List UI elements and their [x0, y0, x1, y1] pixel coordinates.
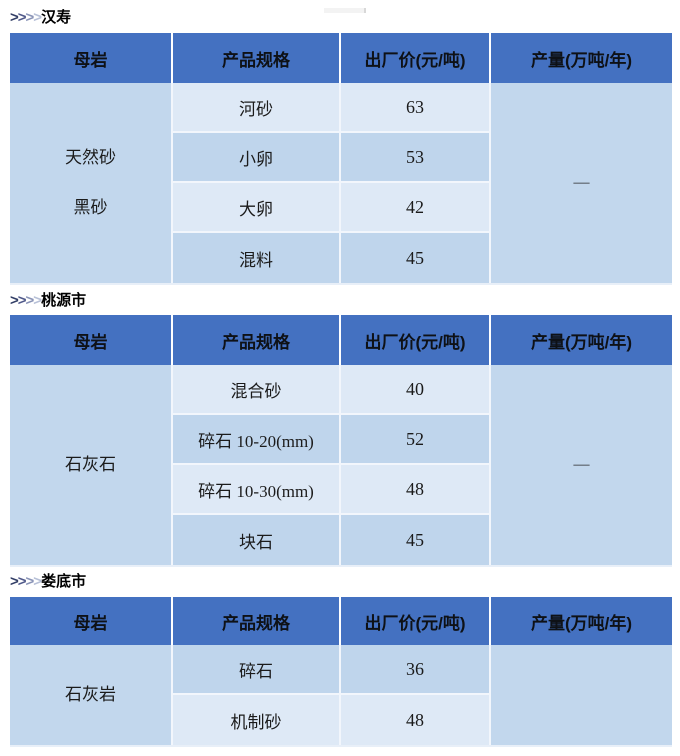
table-row: 石灰石 混合砂 40 —: [10, 365, 672, 565]
document-page: { "palette": { "css_vars": { "header-bg"…: [0, 8, 680, 756]
price-cell: 48: [341, 695, 491, 745]
col-header-rock: 母岩: [10, 33, 173, 83]
spec-cell: 机制砂: [173, 695, 341, 745]
rock-cell: 天然砂 黑砂: [10, 83, 173, 283]
section-taoyuan: >>>>桃源市 母岩 产品规格 出厂价(元/吨) 产量(万吨/年) 石灰石 混合…: [10, 291, 672, 567]
table-row: 大卵 42: [10, 183, 672, 233]
section-loudi: >>>>娄底市 母岩 产品规格 出厂价(元/吨) 产量(万吨/年) 石灰岩 碎石: [10, 572, 672, 747]
col-header-output: 产量(万吨/年): [491, 315, 672, 365]
rock-line: 黑砂: [73, 198, 108, 217]
rock-cell: 石灰岩: [10, 645, 173, 745]
table-row: 石灰岩 碎石 36: [10, 645, 672, 745]
spec-cell: 小卵: [173, 133, 341, 183]
col-header-price: 出厂价(元/吨): [341, 315, 491, 365]
chevron-icon: >: [17, 9, 27, 26]
table-row: 碎石 10-30(mm) 48: [10, 465, 672, 515]
rock-line: 石灰岩: [65, 685, 116, 704]
chevron-icon: >: [17, 573, 27, 590]
price-table: 母岩 产品规格 出厂价(元/吨) 产量(万吨/年) 石灰岩 碎石 36 机制砂: [10, 597, 672, 747]
table-row: 机制砂 48: [10, 695, 672, 745]
spec-cell: 碎石: [173, 645, 341, 695]
chevron-icon: >: [25, 9, 35, 26]
price-cell: 52: [341, 415, 491, 465]
price-cell: 45: [341, 515, 491, 565]
spec-cell: 碎石 10-30(mm): [173, 465, 341, 515]
chevron-icon: >: [33, 292, 42, 309]
page-top-artifact: [324, 8, 366, 13]
spec-cell: 混合砂: [173, 365, 341, 415]
chevron-icon: >: [25, 292, 35, 309]
spec-cell: 大卵: [173, 183, 341, 233]
price-cell: 40: [341, 365, 491, 415]
col-header-rock: 母岩: [10, 315, 173, 365]
price-cell: 53: [341, 133, 491, 183]
price-cell: 48: [341, 465, 491, 515]
col-header-price: 出厂价(元/吨): [341, 597, 491, 645]
header-row: 母岩 产品规格 出厂价(元/吨) 产量(万吨/年): [10, 33, 672, 83]
chevron-icon: >: [10, 573, 19, 590]
output-cell: [491, 645, 672, 745]
section-hanshou: >>>>汉寿 母岩 产品规格 出厂价(元/吨) 产量(万吨/年) 天然砂 黑砂: [10, 8, 672, 285]
header-row: 母岩 产品规格 出厂价(元/吨) 产量(万吨/年): [10, 315, 672, 365]
price-cell: 36: [341, 645, 491, 695]
spec-cell: 混料: [173, 233, 341, 283]
price-table: 母岩 产品规格 出厂价(元/吨) 产量(万吨/年) 石灰石 混合砂 40 — 碎…: [10, 315, 672, 567]
chevron-icon: >: [17, 292, 27, 309]
col-header-rock: 母岩: [10, 597, 173, 645]
rock-line: 天然砂: [65, 148, 116, 167]
spec-cell: 碎石 10-20(mm): [173, 415, 341, 465]
section-title-text: 桃源市: [41, 292, 87, 309]
chevron-icon: >: [25, 573, 35, 590]
document-content: >>>>汉寿 母岩 产品规格 出厂价(元/吨) 产量(万吨/年) 天然砂 黑砂: [0, 8, 680, 747]
spec-cell: 河砂: [173, 83, 341, 133]
output-cell: —: [491, 365, 672, 565]
col-header-spec: 产品规格: [173, 33, 341, 83]
price-cell: 63: [341, 83, 491, 133]
chevron-icon: >: [33, 9, 42, 26]
table-row: 小卵 53: [10, 133, 672, 183]
col-header-price: 出厂价(元/吨): [341, 33, 491, 83]
header-row: 母岩 产品规格 出厂价(元/吨) 产量(万吨/年): [10, 597, 672, 645]
section-title-text: 娄底市: [41, 573, 87, 590]
col-header-spec: 产品规格: [173, 315, 341, 365]
col-header-output: 产量(万吨/年): [491, 597, 672, 645]
price-cell: 45: [341, 233, 491, 283]
rock-cell: 石灰石: [10, 365, 173, 565]
col-header-output: 产量(万吨/年): [491, 33, 672, 83]
table-row: 混料 45: [10, 233, 672, 283]
rock-line: 石灰石: [65, 455, 116, 474]
price-cell: 42: [341, 183, 491, 233]
chevron-icon: >: [10, 292, 19, 309]
chevron-icon: >: [10, 9, 19, 26]
col-header-spec: 产品规格: [173, 597, 341, 645]
table-row: 碎石 10-20(mm) 52: [10, 415, 672, 465]
section-title: >>>>汉寿: [10, 8, 672, 27]
table-row: 天然砂 黑砂 河砂 63 —: [10, 83, 672, 283]
chevron-icon: >: [33, 573, 42, 590]
price-table: 母岩 产品规格 出厂价(元/吨) 产量(万吨/年) 天然砂 黑砂 河砂 63 —: [10, 33, 672, 285]
output-cell: —: [491, 83, 672, 283]
section-title-text: 汉寿: [41, 9, 72, 26]
section-title: >>>>娄底市: [10, 572, 672, 591]
section-title: >>>>桃源市: [10, 291, 672, 310]
spec-cell: 块石: [173, 515, 341, 565]
table-row: 块石 45: [10, 515, 672, 565]
